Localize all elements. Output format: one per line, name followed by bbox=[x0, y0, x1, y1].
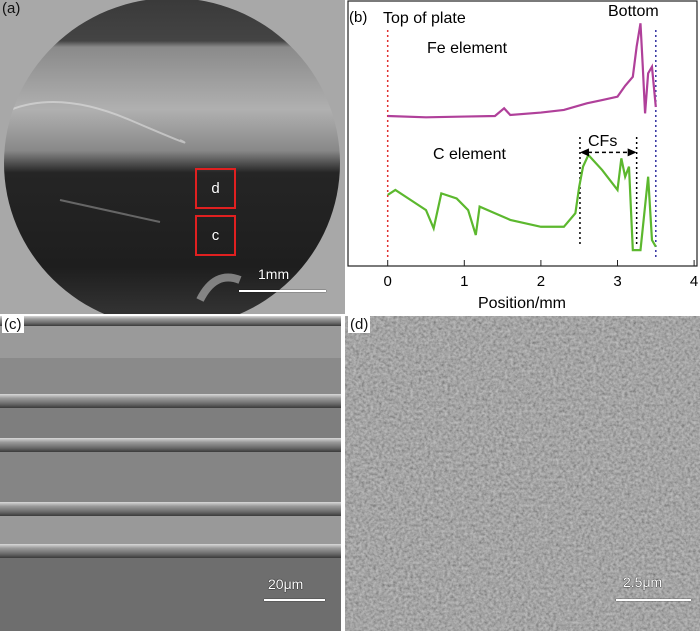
panel-a-micrograph: (a) d c 1mm bbox=[0, 0, 345, 314]
x-tick-label: 2 bbox=[537, 273, 545, 290]
annotation-cfs: CFs bbox=[588, 133, 617, 150]
annotation-top-of-plate: Top of plate bbox=[383, 10, 466, 27]
scale-bar-label-a: 1mm bbox=[258, 266, 290, 282]
x-tick-label: 1 bbox=[460, 273, 468, 290]
x-tick-label: 4 bbox=[690, 273, 698, 290]
scale-bar-a bbox=[239, 290, 326, 292]
region-box-d: d bbox=[195, 168, 236, 209]
annotation-fe-element: Fe element bbox=[427, 40, 508, 57]
cfs-arrow-head-right bbox=[627, 148, 637, 157]
panel-label-b: (b) bbox=[349, 9, 367, 26]
panel-label-c: (c) bbox=[2, 316, 24, 333]
plot-frame bbox=[347, 0, 698, 267]
fracture-surface-image bbox=[0, 0, 345, 314]
scale-bar-c bbox=[264, 599, 325, 601]
x-tick-label: 3 bbox=[613, 273, 621, 290]
annotation-c-element: C element bbox=[433, 146, 506, 163]
panel-c-micrograph: (c) 20μm bbox=[0, 316, 341, 631]
series-line-fe bbox=[387, 23, 657, 119]
panel-label-d: (d) bbox=[348, 316, 371, 333]
line-scan-chart: 0 1 2 3 4 (b) Top of plate Bottom Fe element… bbox=[347, 0, 698, 312]
series-line-c bbox=[387, 152, 657, 252]
scale-bar-label-d: 2.5μm bbox=[623, 574, 663, 590]
carbon-fiber-image bbox=[0, 316, 341, 631]
panel-d-micrograph: (d) 2.5μm bbox=[345, 316, 700, 631]
panel-label-a: (a) bbox=[2, 0, 21, 17]
panel-b-chart: 0 1 2 3 4 (b) Top of plate Bottom Fe element… bbox=[345, 0, 700, 315]
scale-bar-label-c: 20μm bbox=[268, 576, 304, 592]
scale-bar-d bbox=[616, 599, 691, 601]
region-box-c: c bbox=[195, 215, 236, 256]
cfs-arrow-head-left bbox=[579, 148, 589, 157]
annotation-bottom: Bottom bbox=[608, 3, 659, 20]
x-tick-label: 0 bbox=[384, 273, 392, 290]
fracture-detail-image bbox=[345, 316, 700, 631]
x-axis-label: Position/mm bbox=[478, 295, 566, 312]
